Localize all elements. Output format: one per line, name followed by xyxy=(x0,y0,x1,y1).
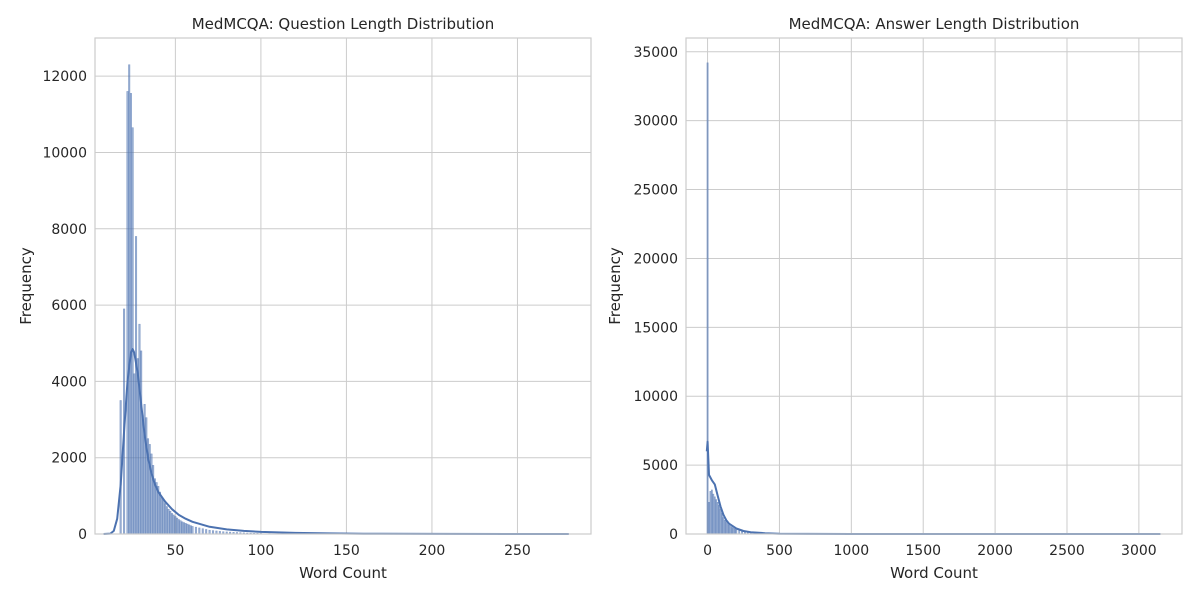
x-axis-label: Word Count xyxy=(299,564,387,582)
histogram-bar xyxy=(127,91,129,534)
histogram-bar xyxy=(142,420,144,534)
histogram-bar xyxy=(190,526,192,534)
histogram-bar xyxy=(134,374,136,534)
histogram-bar xyxy=(161,498,163,534)
histogram-bar xyxy=(139,324,141,534)
histogram-bar xyxy=(730,526,731,534)
histogram-bar xyxy=(726,522,727,534)
histogram-bar xyxy=(192,526,194,534)
x-tick-label: 1000 xyxy=(834,543,870,559)
histogram-bar xyxy=(714,497,715,534)
histogram-bar xyxy=(188,525,190,534)
histogram-bar xyxy=(721,513,722,534)
y-tick-label: 5000 xyxy=(642,458,678,474)
histogram-bar xyxy=(202,529,204,534)
histogram-bar xyxy=(149,444,151,534)
histogram-bar xyxy=(163,500,165,534)
histogram-bar xyxy=(183,523,185,534)
histogram-bar xyxy=(185,523,187,534)
histogram-bar xyxy=(731,527,732,534)
histogram-bar xyxy=(128,65,130,534)
chart-title: MedMCQA: Answer Length Distribution xyxy=(789,15,1080,33)
x-tick-label: 200 xyxy=(419,543,446,559)
y-tick-label: 0 xyxy=(669,527,678,543)
histogram-bar xyxy=(159,492,161,534)
x-tick-label: 2000 xyxy=(977,543,1013,559)
histogram-bar xyxy=(173,515,175,534)
histogram-bar xyxy=(146,418,148,534)
histogram-bar xyxy=(169,511,171,534)
histogram-bar xyxy=(178,520,180,534)
histogram-bar xyxy=(708,502,709,534)
y-tick-label: 0 xyxy=(78,527,87,543)
histogram-bar xyxy=(724,520,725,534)
histogram-bar xyxy=(135,236,137,534)
y-tick-label: 10000 xyxy=(42,145,87,161)
histogram-bar xyxy=(736,530,737,534)
y-tick-label: 25000 xyxy=(633,183,678,199)
histogram-bar xyxy=(132,128,134,534)
histogram-bar xyxy=(716,500,717,534)
y-tick-label: 8000 xyxy=(51,222,87,238)
x-tick-label: 0 xyxy=(703,543,712,559)
histogram-bar xyxy=(171,513,173,534)
histogram-bar xyxy=(130,93,132,534)
histogram-bar xyxy=(713,494,714,534)
y-tick-label: 12000 xyxy=(42,69,87,85)
plot-area xyxy=(686,38,1182,534)
histogram-bar xyxy=(727,524,728,534)
y-axis-label: Frequency xyxy=(606,247,624,325)
histogram-bar xyxy=(718,505,719,534)
x-tick-label: 150 xyxy=(333,543,360,559)
histogram-bar xyxy=(168,509,170,534)
y-tick-label: 2000 xyxy=(51,451,87,467)
histogram-bar xyxy=(728,525,729,534)
x-tick-label: 250 xyxy=(504,543,531,559)
histogram-bar xyxy=(710,491,711,534)
y-axis-label: Frequency xyxy=(17,247,35,325)
x-tick-label: 50 xyxy=(166,543,184,559)
histogram-bar xyxy=(181,522,183,534)
histogram-bar xyxy=(176,518,178,534)
histogram-bar xyxy=(734,529,735,534)
x-tick-label: 3000 xyxy=(1121,543,1157,559)
x-tick-label: 500 xyxy=(766,543,793,559)
y-tick-label: 10000 xyxy=(633,389,678,405)
histogram-bar xyxy=(205,529,207,534)
y-tick-label: 4000 xyxy=(51,374,87,390)
chart-title: MedMCQA: Question Length Distribution xyxy=(192,15,495,33)
question-length-panel: 50 100 150 200 250 0 2000 4000 6000 8000 10000 1200… xyxy=(17,15,591,582)
histogram-bar xyxy=(723,517,724,534)
histogram-bar xyxy=(199,528,201,534)
histogram-bar xyxy=(717,502,718,534)
histogram-bar xyxy=(720,509,721,534)
x-tick-label: 2500 xyxy=(1049,543,1085,559)
histogram-bar xyxy=(711,490,712,534)
y-tick-label: 35000 xyxy=(633,45,678,61)
histogram-bar xyxy=(175,516,177,534)
histogram-bar xyxy=(180,521,182,534)
histogram-bar xyxy=(166,507,168,534)
histogram-bar xyxy=(733,528,734,534)
y-tick-label: 6000 xyxy=(51,298,87,314)
x-tick-label: 100 xyxy=(248,543,275,559)
histogram-bar xyxy=(164,503,166,534)
plot-area xyxy=(95,38,591,534)
histogram-bar xyxy=(195,527,197,534)
y-tick-label: 30000 xyxy=(633,114,678,130)
histogram-bar xyxy=(151,454,153,534)
y-tick-label: 20000 xyxy=(633,251,678,267)
x-tick-label: 1500 xyxy=(905,543,941,559)
y-tick-label: 15000 xyxy=(633,320,678,336)
x-axis-label: Word Count xyxy=(890,564,978,582)
histogram-bar xyxy=(140,351,142,534)
histogram-bar xyxy=(187,524,189,534)
